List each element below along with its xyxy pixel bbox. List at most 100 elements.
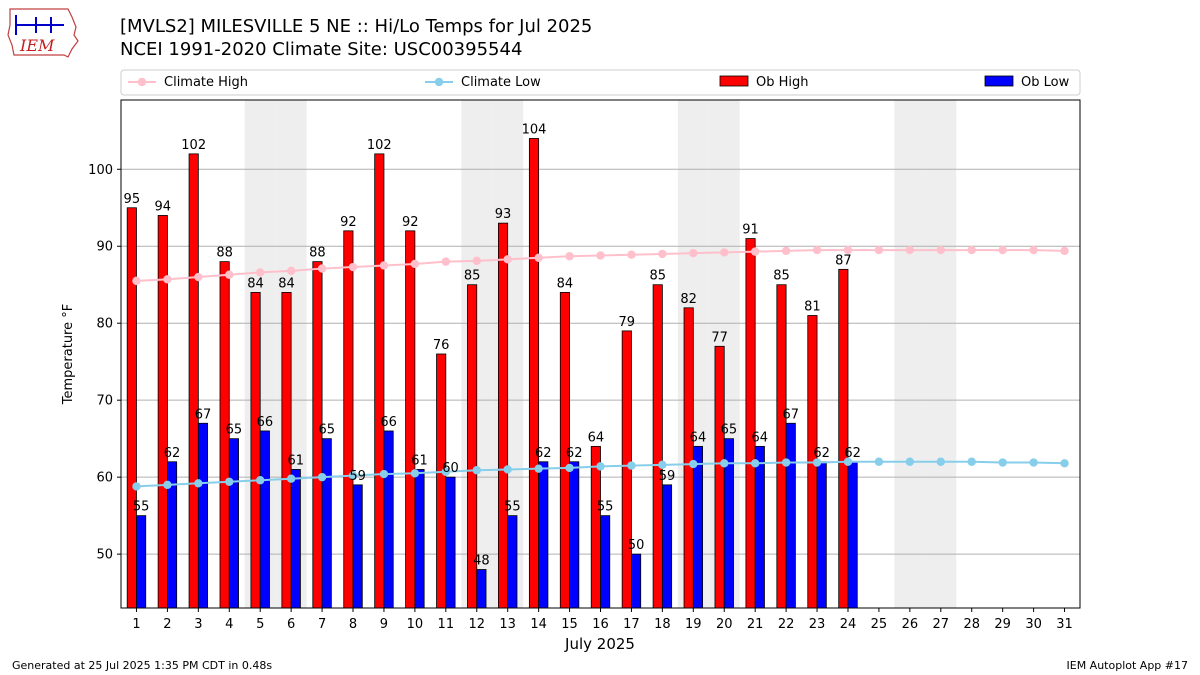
climate-high-point-29 [998,245,1007,255]
ob-high-label-8: 92 [340,215,357,230]
x-tick-label-12: 12 [468,617,485,632]
x-tick-label-6: 6 [287,617,295,632]
ob-high-bar-16 [590,445,601,609]
climate-high-point-18 [658,249,667,259]
ob-low-label-11: 60 [442,461,459,476]
climate-low-point-8 [348,471,358,480]
iem-logo: IEM [7,8,79,58]
ob-low-bar-18 [661,484,673,609]
climate-high-point-11 [441,257,451,266]
ob-low-bar-16 [600,515,611,609]
climate-low-point-26 [905,457,915,466]
x-axis: 1 2 3 4 5 6 7 8 9 10 11 12 13 14 15 16 17 18 19 20 21 22 23 24 2… [132,608,1073,632]
x-tick-label-15: 15 [561,617,578,632]
x-tick-label-27: 27 [933,617,950,632]
climate-high-point-13 [503,255,512,264]
climate-high-point-20 [720,248,729,257]
y-axis-label: Temperature °F [61,304,76,405]
climate-low-point-19 [689,459,698,469]
legend-item-ob-high-label: Ob High [756,75,809,90]
x-tick-label-10: 10 [407,617,424,632]
climate-low-point-29 [998,458,1007,467]
ob-high-bar-1 [126,207,137,609]
x-tick-label-23: 23 [809,617,826,632]
ob-high-bar-18 [652,284,663,609]
climate-low-point-11 [441,467,451,476]
weekend-band-26 [894,100,926,608]
ob-low-bar-15 [569,461,580,609]
climate-low-point-7 [317,472,327,482]
weekend-band-27 [925,100,957,608]
ob-high-bar-10 [405,230,416,609]
ob-low-bar-14 [538,461,549,609]
ob-low-bar-7 [321,438,332,609]
climate-low-point-28 [967,457,976,466]
x-tick-label-17: 17 [623,617,640,632]
ob-low-label-2: 62 [164,446,181,461]
climate-high-point-2 [163,275,172,284]
climate-lines [132,245,1069,491]
ob-low-label-21: 64 [752,430,769,445]
ob-high-bar-2 [157,215,168,609]
climate-low-point-14 [534,464,543,473]
legend-item-climate-low-swatch-marker [434,77,444,87]
climate-low-point-30 [1029,458,1038,467]
climate-low-point-24 [843,457,853,466]
x-tick-label-3: 3 [194,617,202,632]
logo-text: IEM [19,36,55,55]
legend-frame [120,69,1081,96]
climate-high-point-31 [1060,246,1069,256]
climate-low-point-31 [1060,459,1069,468]
climate-high-point-17 [627,250,636,259]
climate-high-point-28 [967,245,976,255]
x-tick-label-24: 24 [840,617,857,632]
ob-high-label-3: 102 [181,138,206,153]
ob-high-label-18: 85 [649,269,666,284]
climate-high-point-15 [565,252,574,261]
climate-high-point-5 [256,268,265,277]
y-axis: 50 60 70 80 90 100 [88,163,121,563]
climate-low-point-16 [596,462,605,471]
ob-low-label-10: 61 [411,453,428,468]
climate-low-point-12 [472,466,481,475]
climate-high-point-7 [317,264,327,273]
ob-low-bar-5 [259,430,270,609]
ob-low-bar-11 [445,476,456,609]
ob-high-label-9: 102 [367,138,392,153]
ob-low-bar-4 [228,438,239,609]
climate-low-point-23 [812,458,822,467]
generated-timestamp: Generated at 25 Jul 2025 1:35 PM CDT in … [12,659,273,672]
ob-low-bar-12 [476,569,487,609]
ob-high-bar-6 [281,292,292,609]
x-tick-label-4: 4 [225,617,233,632]
x-tick-label-21: 21 [747,617,764,632]
ob-high-bar-13 [498,222,509,609]
ob-high-label-4: 88 [216,246,233,261]
ob-low-label-13: 55 [504,500,521,515]
ob-high-bar-21 [745,238,756,609]
chart-subtitle: NCEI 1991-2020 Climate Site: USC00395544 [120,39,523,60]
ob-high-bar-24 [838,268,849,609]
x-tick-label-8: 8 [349,617,357,632]
ob-high-bar-20 [714,345,725,609]
climate-high-point-22 [781,246,791,256]
ob-low-label-16: 55 [597,500,614,515]
y-tick-label-90: 90 [96,240,113,255]
ob-low-bar-3 [197,422,209,609]
app-id: IEM Autoplot App #17 [1066,659,1189,672]
ob-low-label-15: 62 [566,446,583,461]
x-tick-label-22: 22 [778,617,795,632]
climate-low-point-10 [410,469,420,478]
iowa-state-outline-icon [7,8,79,58]
x-tick-label-19: 19 [685,617,702,632]
ob-low-label-14: 62 [535,446,552,461]
climate-low-point-1 [132,482,141,491]
ob-high-label-21: 91 [742,223,759,238]
y-tick-label-60: 60 [96,471,113,486]
climate-high-point-19 [689,248,698,258]
climate-low-point-9 [379,469,389,479]
ob-high-label-22: 85 [773,269,790,284]
x-tick-label-16: 16 [592,617,609,632]
x-tick-label-18: 18 [654,617,671,632]
ob-low-label-24: 62 [844,446,861,461]
